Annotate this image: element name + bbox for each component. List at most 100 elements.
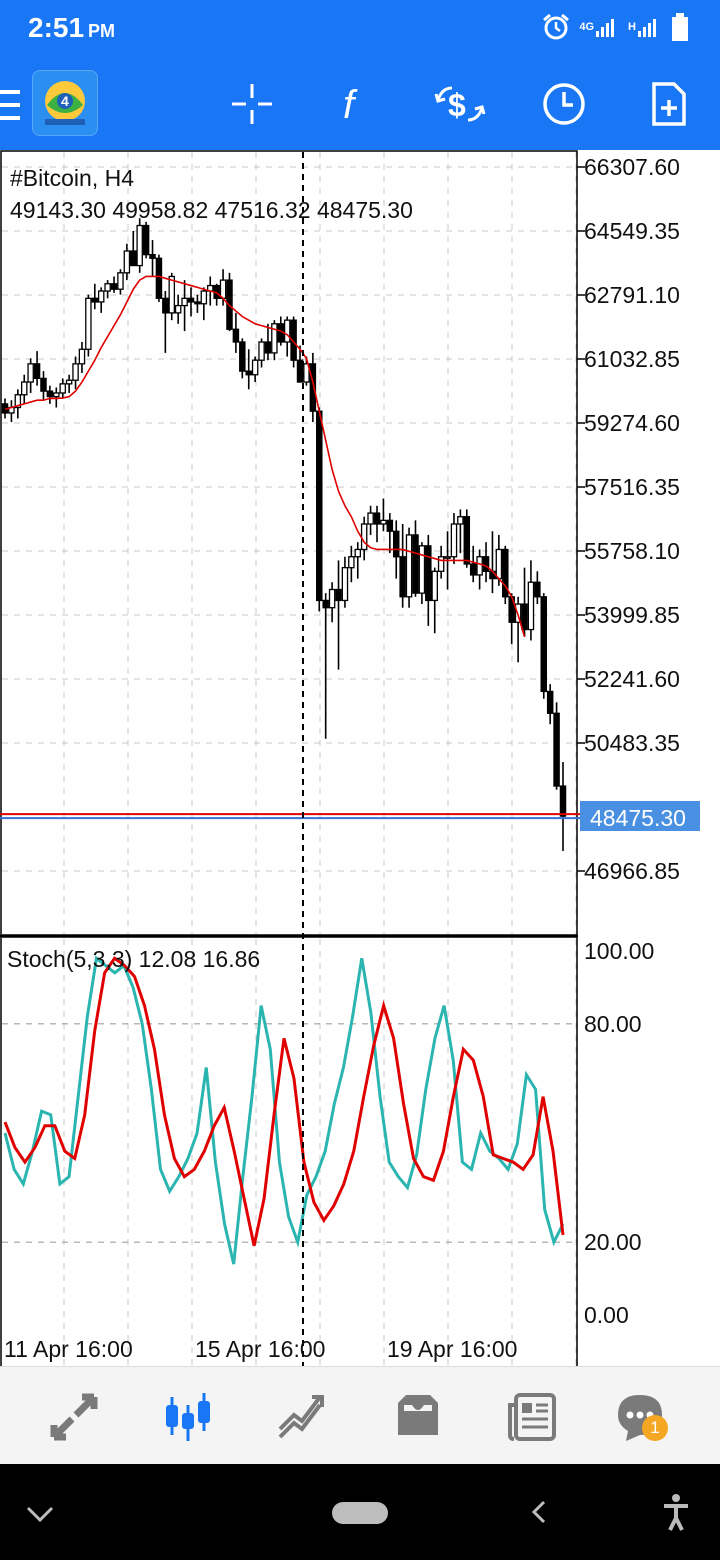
candle-bearish [316, 410, 323, 602]
stochastic-indicator-label: Stoch(5,3,3) 12.08 16.86 [7, 946, 260, 972]
timeframe-button[interactable] [536, 76, 592, 132]
candle-bullish [219, 279, 227, 299]
newspaper-icon [508, 1393, 556, 1441]
new-order-button[interactable] [640, 76, 696, 132]
candle-bearish [155, 257, 163, 299]
crosshair-button[interactable] [224, 76, 280, 132]
stoch-signal-line [3, 956, 565, 1247]
app-logo[interactable]: 4 [32, 70, 98, 136]
candle-bearish [553, 712, 560, 787]
candle-bullish [65, 379, 73, 385]
candle-bearish [142, 224, 150, 256]
candle-bullish [354, 548, 362, 558]
nav-history[interactable] [388, 1387, 448, 1447]
candle-bearish [482, 556, 490, 572]
home-pill[interactable] [332, 1502, 388, 1524]
nav-chart[interactable] [158, 1387, 218, 1447]
quotes-arrows-icon [50, 1393, 98, 1441]
candle-bullish [174, 304, 182, 314]
function-icon: f [343, 83, 358, 127]
trade-trend-icon [278, 1395, 324, 1439]
signal-icon [596, 19, 615, 37]
nav-quotes[interactable] [44, 1387, 104, 1447]
candle-bullish [59, 383, 66, 394]
battery-icon [672, 13, 688, 41]
ohlc-values-label: 49143.30 49958.82 47516.32 48475.30 [10, 197, 413, 223]
candle-bearish [502, 548, 509, 598]
price-scale-label: 52241.60 [584, 666, 680, 692]
candle-bullish [527, 581, 535, 631]
nav-trade[interactable] [272, 1387, 332, 1447]
candle-bearish [239, 341, 246, 372]
price-scale-label: 53999.85 [584, 602, 680, 628]
candle-bearish [264, 341, 272, 354]
candle-bearish [40, 377, 47, 392]
back-chevron-icon[interactable] [528, 1498, 552, 1526]
moving-average-line [4, 275, 526, 638]
collapse-chevron-icon[interactable] [24, 1502, 56, 1526]
candle-bearish [149, 253, 156, 259]
nav-messages[interactable]: 1 [610, 1387, 670, 1447]
time-axis-label: 11 Apr 16:00 [4, 1336, 133, 1362]
svg-text:f: f [343, 83, 358, 127]
inbox-icon [398, 1395, 438, 1435]
candle-bullish [341, 567, 349, 602]
bottom-navigation: 1 [0, 1366, 720, 1465]
candle-bullish [85, 297, 92, 350]
candle-bullish [168, 275, 176, 314]
candle-bearish [559, 785, 567, 817]
symbol-timeframe-label: #Bitcoin, H4 [10, 165, 134, 191]
nav-news[interactable] [502, 1387, 562, 1447]
candle-bearish [296, 359, 304, 383]
candle-bullish [78, 348, 86, 365]
candle-bearish [521, 603, 528, 631]
candle-bullish [405, 534, 413, 598]
candle-bullish [495, 548, 503, 580]
candle-bullish [457, 516, 464, 525]
candle-bullish [117, 272, 124, 290]
price-scale: 66307.60 64549.35 62791.10 61032.85 59274.60… [577, 154, 680, 884]
candle-bearish [46, 390, 54, 398]
add-document-icon [652, 82, 686, 126]
candle-bullish [123, 250, 131, 274]
candle-bullish [72, 363, 79, 381]
candle-bearish [392, 530, 400, 558]
candle-bearish [335, 588, 342, 602]
candle-bullish [14, 394, 22, 409]
candle-bullish [27, 363, 34, 383]
candle-bullish [104, 283, 111, 292]
candle-bullish [258, 341, 265, 361]
hamburger-icon[interactable] [0, 88, 22, 122]
price-scale-label: 66307.60 [584, 154, 680, 180]
symbols-button[interactable]: $ [432, 76, 488, 132]
candlestick-chart-icon [166, 1393, 210, 1441]
chart-canvas[interactable]: 66307.60 64549.35 62791.10 61032.85 59274.60… [0, 150, 720, 1560]
candle-bullish [283, 319, 291, 343]
candle-bullish [136, 224, 143, 267]
candle-bearish [232, 328, 240, 343]
price-scale-label: 61032.85 [584, 346, 680, 372]
svg-text:$: $ [448, 87, 466, 123]
candle-bullish [97, 290, 105, 303]
stoch-main-line [3, 955, 565, 1265]
stoch-level-label: 100.00 [584, 938, 654, 964]
candle-bearish [399, 556, 406, 598]
price-scale-label: 62791.10 [584, 282, 680, 308]
grid [2, 152, 577, 1560]
time-axis: 11 Apr 16:00 15 Apr 16:00 19 Apr 16:00 [4, 1336, 517, 1362]
candle-bearish [187, 297, 195, 303]
crosshair-icon [232, 84, 272, 124]
candle-bearish [245, 370, 252, 376]
candle-bearish [91, 297, 99, 303]
accessibility-icon[interactable] [660, 1492, 692, 1532]
indicators-button[interactable]: f [327, 76, 383, 132]
status-time: 2:51 PM [28, 12, 116, 43]
current-price-badge [580, 801, 700, 831]
chart-area[interactable]: 66307.60 64549.35 62791.10 61032.85 59274.60… [0, 150, 720, 1560]
candle-bullish [181, 297, 188, 307]
stoch-level-label: 80.00 [584, 1011, 642, 1037]
signal-icon-2 [638, 19, 656, 37]
candle-bearish [463, 516, 471, 565]
current-price-label: 48475.30 [590, 805, 686, 831]
candles [1, 218, 567, 852]
